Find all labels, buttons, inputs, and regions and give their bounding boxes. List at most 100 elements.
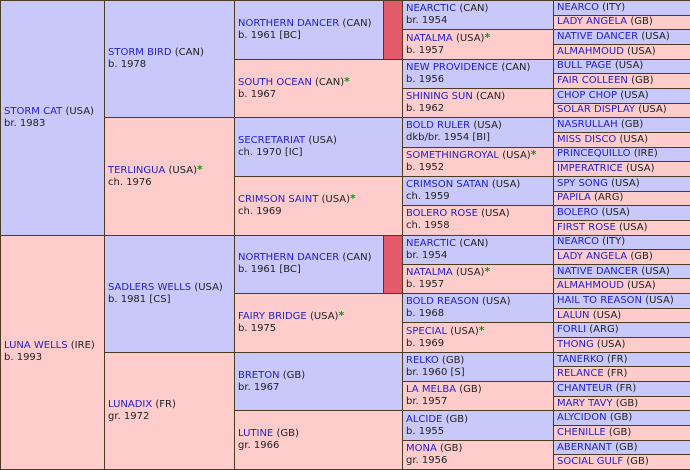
horse-name-link[interactable]: BULL PAGE <box>557 60 612 71</box>
horse-country: (USA) <box>619 222 648 233</box>
horse-country: (USA) <box>310 311 339 322</box>
horse-country: (GB) <box>621 119 643 130</box>
horse-name-link[interactable]: PRINCEQUILLO <box>557 148 631 159</box>
horse-name-link[interactable]: BOLERO <box>557 207 598 218</box>
horse-cell-natalma: NATALMA (USA)*b. 1957 <box>403 264 554 293</box>
horse-name-link[interactable]: NATIVE DANCER <box>557 31 638 42</box>
horse-name-link[interactable]: THONG <box>557 339 594 350</box>
horse-name-link[interactable]: NASRULLAH <box>557 119 618 130</box>
horse-name-link[interactable]: NATALMA <box>406 33 453 44</box>
horse-country: (FR) <box>607 354 628 365</box>
horse-info: br. 1954 <box>406 15 550 27</box>
horse-name-link[interactable]: NEARCTIC <box>406 3 456 14</box>
horse-name-link[interactable]: MONA <box>406 443 437 454</box>
horse-name-link[interactable]: FAIR COLLEEN <box>557 75 628 86</box>
horse-name-link[interactable]: ALMAHMOUD <box>557 280 624 291</box>
horse-cell-nasrullah: NASRULLAH (GB) <box>554 118 690 133</box>
horse-name-link[interactable]: NEARCO <box>557 2 599 13</box>
horse-name-link[interactable]: SOMETHINGROYAL <box>406 150 499 161</box>
horse-cell-shining-sun: SHINING SUN (CAN)b. 1962 <box>403 88 554 117</box>
horse-country: (USA) <box>456 33 485 44</box>
horse-name-link[interactable]: FORLI <box>557 324 586 335</box>
horse-name-link[interactable]: NEARCTIC <box>406 238 456 249</box>
horse-country: (CAN) <box>175 47 204 58</box>
horse-cell-chop-chop: CHOP CHOP (USA) <box>554 88 690 103</box>
horse-cell-nearctic: NEARCTIC (CAN)br. 1954 <box>403 1 554 30</box>
horse-name-link[interactable]: SHINING SUN <box>406 91 473 102</box>
horse-cell-natalma: NATALMA (USA)*b. 1957 <box>403 30 554 59</box>
horse-cell-fair-colleen: FAIR COLLEEN (GB) <box>554 74 690 89</box>
horse-name-link[interactable]: RELANCE <box>557 368 604 379</box>
horse-name-link[interactable]: SPY SONG <box>557 178 608 189</box>
horse-info: br. 1954 <box>406 250 550 262</box>
horse-country: (USA) <box>322 194 351 205</box>
horse-name-link[interactable]: MARY TAVY <box>557 398 613 409</box>
horse-name-link[interactable]: ALCIDE <box>406 414 442 425</box>
horse-name-link[interactable]: CHANTEUR <box>557 383 613 394</box>
horse-cell-bold-ruler: BOLD RULER (USA)dkb/br. 1954 [BI] <box>403 118 554 147</box>
horse-cell-special: SPECIAL (USA)*b. 1969 <box>403 323 554 352</box>
horse-name-link[interactable]: LUTINE <box>238 428 273 439</box>
horse-country: (GB) <box>626 456 648 467</box>
horse-name-link[interactable]: MISS DISCO <box>557 134 616 145</box>
horse-country: (FR) <box>616 383 637 394</box>
horse-name-link[interactable]: TERLINGUA <box>108 165 165 176</box>
horse-country: (CAN) <box>459 3 488 14</box>
horse-cell-terlingua: TERLINGUA (USA)*ch. 1976 <box>105 118 235 235</box>
horse-country: (USA) <box>627 46 656 57</box>
horse-cell-papila: PAPILA (ARG) <box>554 191 690 206</box>
horse-name-link[interactable]: SPECIAL <box>406 326 447 337</box>
horse-name-link[interactable]: NORTHERN DANCER <box>238 252 339 263</box>
horse-country: (USA) <box>456 267 485 278</box>
horse-name-link[interactable]: IMPERATRICE <box>557 163 623 174</box>
horse-name-link[interactable]: STORM BIRD <box>108 47 172 58</box>
horse-name-link[interactable]: NORTHERN DANCER <box>238 18 339 29</box>
horse-country: (CAN) <box>459 238 488 249</box>
horse-name-link[interactable]: SOCIAL GULF <box>557 456 623 467</box>
horse-country: (CAN) <box>315 77 344 88</box>
horse-name-link[interactable]: FAIRY BRIDGE <box>238 311 307 322</box>
horse-name-link[interactable]: FIRST ROSE <box>557 222 616 233</box>
horse-name-link[interactable]: RELKO <box>406 355 439 366</box>
horse-name-link[interactable]: LADY ANGELA <box>557 251 627 262</box>
horse-name-link[interactable]: NATALMA <box>406 267 453 278</box>
horse-info: br. 1957 <box>406 396 550 408</box>
horse-name-link[interactable]: LUNADIX <box>108 399 152 410</box>
horse-name-link[interactable]: SECRETARIAT <box>238 135 305 146</box>
horse-name-link[interactable]: NATIVE DANCER <box>557 266 638 277</box>
horse-name-link[interactable]: HAIL TO REASON <box>557 295 642 306</box>
horse-name-link[interactable]: LADY ANGELA <box>557 16 627 27</box>
horse-cell-princequillo: PRINCEQUILLO (IRE) <box>554 147 690 162</box>
horse-country: (GB) <box>609 427 631 438</box>
horse-name-link[interactable]: ABERNANT <box>557 442 612 453</box>
horse-name-link[interactable]: STORM CAT <box>4 106 62 117</box>
horse-name-link[interactable]: CHENILLE <box>557 427 606 438</box>
horse-name-link[interactable]: SADLERS WELLS <box>108 282 191 293</box>
horse-name-link[interactable]: BOLD REASON <box>406 296 479 307</box>
horse-name-link[interactable]: BOLERO ROSE <box>406 208 478 219</box>
horse-name-link[interactable]: SOLAR DISPLAY <box>557 104 635 115</box>
horse-name-link[interactable]: TANERKO <box>557 354 604 365</box>
horse-name-link[interactable]: BOLD RULER <box>406 120 470 131</box>
horse-name-link[interactable]: BRETON <box>238 370 280 381</box>
horse-cell-bull-page: BULL PAGE (USA) <box>554 59 690 74</box>
horse-name-link[interactable]: LALUN <box>557 310 590 321</box>
horse-country: (USA) <box>615 60 644 71</box>
horse-name-link[interactable]: ALMAHMOUD <box>557 46 624 57</box>
horse-name-link[interactable]: LA MELBA <box>406 384 456 395</box>
horse-name-link[interactable]: CRIMSON SAINT <box>238 194 318 205</box>
horse-cell-lady-angela: LADY ANGELA (GB) <box>554 15 690 30</box>
horse-name-link[interactable]: PAPILA <box>557 192 591 203</box>
horse-info: ch. 1959 <box>406 191 550 203</box>
horse-name-link[interactable]: SOUTH OCEAN <box>238 77 312 88</box>
horse-name-link[interactable]: NEARCO <box>557 236 599 247</box>
horse-name-link[interactable]: ALYCIDON <box>557 412 607 423</box>
horse-cell-somethingroyal: SOMETHINGROYAL (USA)*b. 1952 <box>403 147 554 176</box>
inbreeding-marker <box>384 235 403 294</box>
horse-name-link[interactable]: CHOP CHOP <box>557 90 617 101</box>
horse-name-link[interactable]: NEW PROVIDENCE <box>406 62 498 73</box>
horse-cell-breton: BRETON (GB)br. 1967 <box>235 352 403 411</box>
horse-name-link[interactable]: CRIMSON SATAN <box>406 179 489 190</box>
horse-country: (GB) <box>615 442 637 453</box>
horse-name-link[interactable]: LUNA WELLS <box>4 340 68 351</box>
